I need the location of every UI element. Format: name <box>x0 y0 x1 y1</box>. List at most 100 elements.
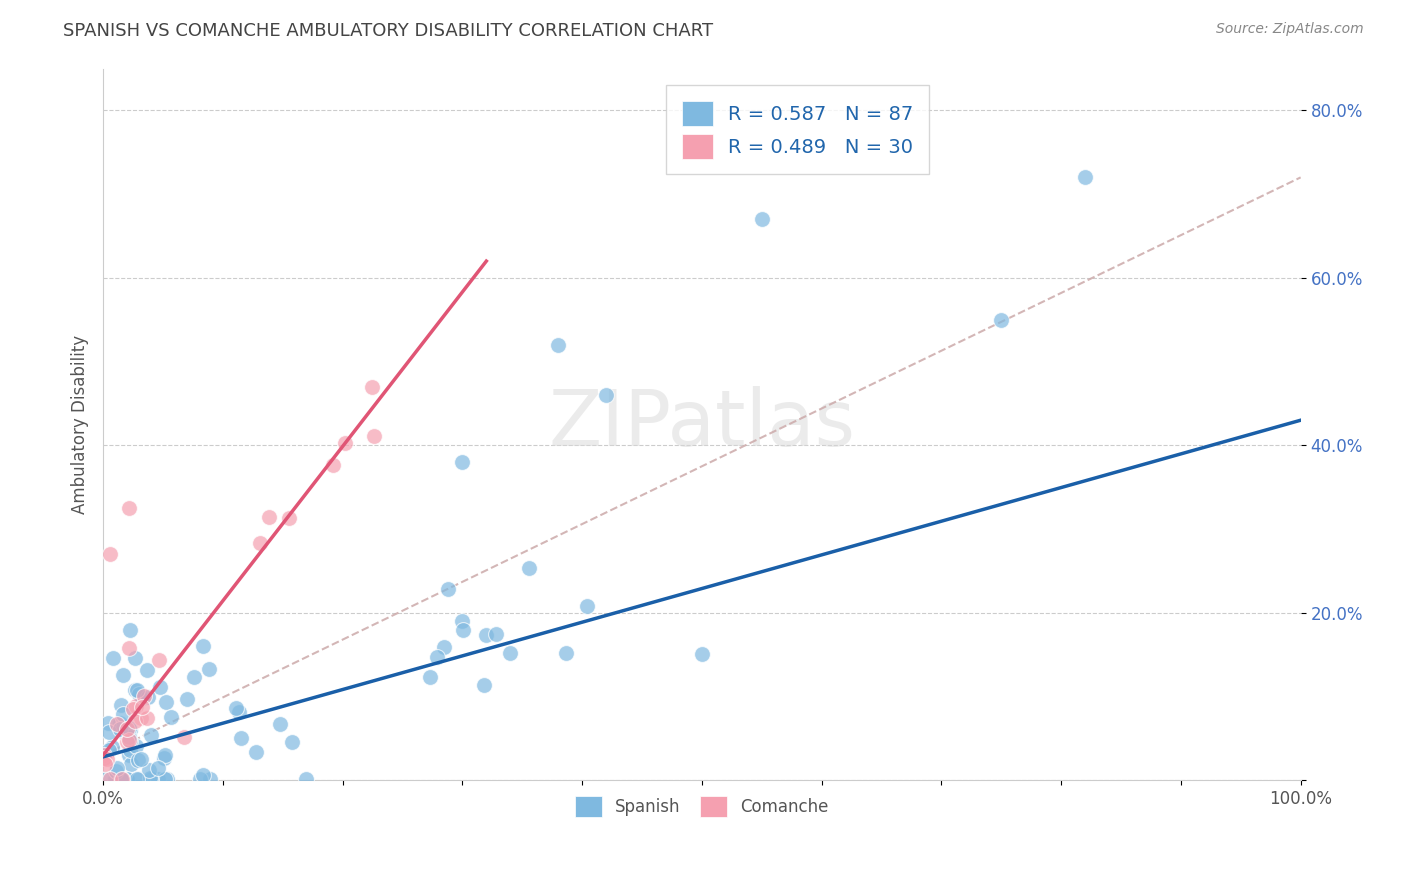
Y-axis label: Ambulatory Disability: Ambulatory Disability <box>72 334 89 514</box>
Point <box>104 764 127 778</box>
Point <box>98 742 121 756</box>
Point <box>118 721 141 735</box>
Point <box>146 760 169 774</box>
Point <box>136 664 159 678</box>
Point <box>433 640 456 654</box>
Text: Source: ZipAtlas.com: Source: ZipAtlas.com <box>1216 22 1364 37</box>
Point <box>115 722 138 736</box>
Point <box>322 458 344 472</box>
Point <box>127 772 149 787</box>
Point <box>277 511 299 525</box>
Point <box>120 743 142 757</box>
Point <box>173 730 195 744</box>
Point <box>1074 170 1097 185</box>
Point <box>125 683 148 698</box>
Point <box>108 715 131 730</box>
Point <box>141 728 163 742</box>
Point <box>128 772 150 787</box>
Point <box>188 772 211 787</box>
Point <box>101 651 124 665</box>
Point <box>94 772 117 787</box>
Point <box>751 212 773 227</box>
Point <box>125 699 148 714</box>
Point <box>115 772 138 787</box>
Point <box>112 667 135 681</box>
Point <box>132 689 155 703</box>
Point <box>125 739 148 754</box>
Point <box>98 725 121 739</box>
Point <box>153 751 176 765</box>
Point <box>183 670 205 684</box>
Point <box>124 714 146 729</box>
Point <box>426 650 449 665</box>
Point <box>124 683 146 698</box>
Point <box>138 690 160 704</box>
Point <box>94 756 117 771</box>
Point <box>118 732 141 747</box>
Point <box>129 711 152 725</box>
Point <box>101 739 124 754</box>
Point <box>118 730 141 744</box>
Point <box>138 763 160 777</box>
Point <box>498 646 520 660</box>
Point <box>436 582 458 597</box>
Point <box>108 772 131 787</box>
Point <box>555 646 578 660</box>
Point <box>595 388 617 402</box>
Point <box>110 722 132 736</box>
Point <box>153 747 176 762</box>
Point <box>990 312 1012 326</box>
Point <box>191 768 214 782</box>
Point <box>249 536 271 550</box>
Text: ZIPatlas: ZIPatlas <box>548 386 855 462</box>
Text: SPANISH VS COMANCHE AMBULATORY DISABILITY CORRELATION CHART: SPANISH VS COMANCHE AMBULATORY DISABILIT… <box>63 22 713 40</box>
Point <box>127 753 149 767</box>
Point <box>112 706 135 721</box>
Point <box>129 752 152 766</box>
Point <box>576 599 599 614</box>
Point <box>105 761 128 775</box>
Point <box>111 772 134 787</box>
Point <box>333 435 356 450</box>
Point <box>110 698 132 712</box>
Legend: Spanish, Comanche: Spanish, Comanche <box>567 788 837 825</box>
Point <box>131 691 153 706</box>
Point <box>139 772 162 787</box>
Point <box>257 510 280 524</box>
Point <box>547 338 569 352</box>
Point <box>105 716 128 731</box>
Point <box>155 695 177 709</box>
Point <box>245 745 267 759</box>
Point <box>269 716 291 731</box>
Point <box>122 702 145 716</box>
Point <box>225 701 247 715</box>
Point <box>118 734 141 748</box>
Point <box>295 772 318 787</box>
Point <box>198 662 221 676</box>
Point <box>93 747 115 762</box>
Point <box>118 501 141 516</box>
Point <box>485 627 508 641</box>
Point <box>124 650 146 665</box>
Point <box>231 731 253 745</box>
Point <box>200 772 222 787</box>
Point <box>139 771 162 785</box>
Point <box>131 700 153 714</box>
Point <box>148 653 170 667</box>
Point <box>98 547 121 561</box>
Point <box>148 772 170 787</box>
Point <box>228 705 250 719</box>
Point <box>97 715 120 730</box>
Point <box>149 681 172 695</box>
Point <box>104 772 127 787</box>
Point <box>118 748 141 763</box>
Point <box>475 628 498 642</box>
Point <box>118 641 141 656</box>
Point <box>120 623 142 637</box>
Point <box>136 711 159 725</box>
Point <box>159 710 181 724</box>
Point <box>191 639 214 653</box>
Point <box>363 428 385 442</box>
Point <box>517 561 540 575</box>
Point <box>690 648 713 662</box>
